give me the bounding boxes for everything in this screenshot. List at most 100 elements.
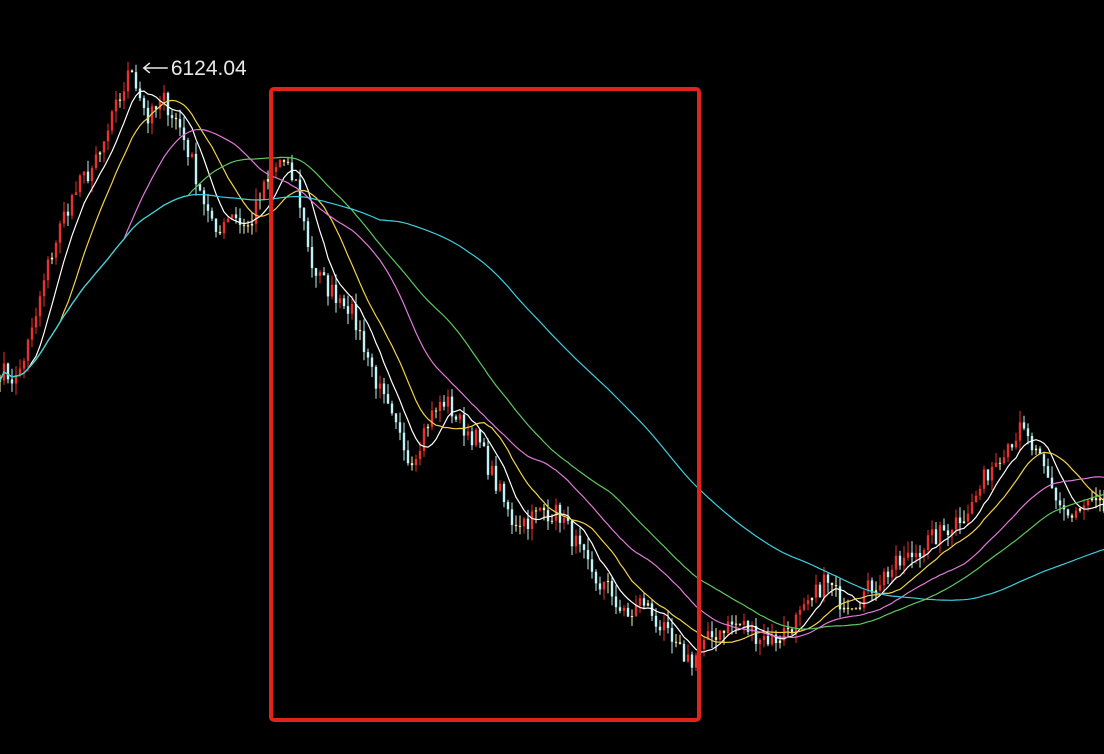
candle-body xyxy=(90,168,94,182)
candle-body xyxy=(518,525,522,527)
candle-body xyxy=(254,199,258,224)
candle-body xyxy=(222,222,226,234)
candle-body xyxy=(1070,515,1074,518)
candle-body xyxy=(778,640,782,643)
candle-body xyxy=(1050,477,1054,489)
candle-body xyxy=(882,571,886,586)
candle-body xyxy=(482,442,486,447)
candle-body xyxy=(982,469,986,489)
candle-body xyxy=(94,154,98,169)
candle-body xyxy=(354,303,358,331)
candle-body xyxy=(530,511,534,530)
candle-body xyxy=(902,557,906,566)
candle-body xyxy=(86,171,90,182)
peak-arrow-head xyxy=(142,62,151,74)
candle-body xyxy=(334,284,338,303)
candle-body xyxy=(586,550,590,560)
candle-body xyxy=(290,162,294,181)
candle-body xyxy=(214,218,218,232)
candle-body xyxy=(502,483,506,503)
candle-body xyxy=(826,574,830,583)
candle-body xyxy=(1082,505,1086,509)
candle-body xyxy=(218,231,222,234)
candle-body xyxy=(714,637,718,640)
candle-body xyxy=(846,607,850,609)
candle-body xyxy=(10,379,14,384)
candle-body xyxy=(930,529,934,536)
candle-body xyxy=(362,331,366,353)
candle-body xyxy=(110,111,114,131)
candlesticks xyxy=(0,61,1104,676)
candle-body xyxy=(118,99,122,101)
candle-body xyxy=(634,605,638,617)
candle-body xyxy=(594,571,598,584)
candle-body xyxy=(726,621,730,633)
candle-body xyxy=(854,608,858,610)
candle-body xyxy=(1026,428,1030,436)
candle-body xyxy=(430,410,434,427)
candle-body xyxy=(190,153,194,157)
candle-body xyxy=(122,91,126,101)
candle-body xyxy=(278,160,282,168)
candle-body xyxy=(842,607,846,610)
candle-body xyxy=(738,623,742,625)
candle-body xyxy=(730,621,734,625)
candle-body xyxy=(242,224,246,226)
candle-body xyxy=(670,628,674,642)
candle-body xyxy=(1086,500,1090,506)
candle-body xyxy=(1034,448,1038,451)
candle-body xyxy=(562,517,566,523)
candle-body xyxy=(250,223,254,226)
red-highlight-box xyxy=(269,87,701,722)
candle-body xyxy=(830,582,834,586)
candle-body xyxy=(994,462,998,467)
candle-body xyxy=(638,598,642,606)
candle-body xyxy=(0,380,2,382)
candle-body xyxy=(274,167,278,172)
candle-body xyxy=(802,604,806,610)
candle-body xyxy=(230,214,234,219)
candle-body xyxy=(986,469,990,481)
candle-body xyxy=(678,642,682,644)
candle-body xyxy=(910,552,914,558)
candle-body xyxy=(342,298,346,307)
ma5-line xyxy=(0,90,1104,653)
candle-body xyxy=(350,303,354,314)
candle-body xyxy=(486,446,490,475)
candle-body xyxy=(466,431,470,436)
candle-body xyxy=(170,115,174,118)
candle-body xyxy=(18,368,22,375)
candle-body xyxy=(462,414,466,436)
candle-body xyxy=(70,195,74,216)
candle-body xyxy=(310,246,314,269)
candle-body xyxy=(294,179,298,181)
candle-body xyxy=(6,363,10,380)
candle-body xyxy=(794,614,798,634)
candle-body xyxy=(1018,422,1022,441)
candle-body xyxy=(370,357,374,367)
candle-body xyxy=(866,580,870,592)
candle-body xyxy=(574,535,578,547)
candle-body xyxy=(526,518,530,530)
candle-body xyxy=(54,242,58,258)
candle-body xyxy=(646,603,650,606)
candle-body xyxy=(378,383,382,389)
ma10-line xyxy=(0,99,1104,644)
candle-body xyxy=(606,580,610,582)
candle-body xyxy=(1006,444,1010,458)
candle-body xyxy=(194,153,198,185)
candle-body xyxy=(382,383,386,395)
candle-body xyxy=(490,465,494,475)
candle-body xyxy=(134,72,138,89)
candle-body xyxy=(590,559,594,572)
candle-body xyxy=(318,272,322,276)
candle-body xyxy=(598,583,602,590)
candle-body xyxy=(302,207,306,222)
candle-body xyxy=(610,580,614,597)
candle-body xyxy=(954,517,958,530)
candle-body xyxy=(630,616,634,618)
candle-body xyxy=(874,590,878,593)
candle-body xyxy=(810,597,814,601)
candle-body xyxy=(658,626,662,631)
candle-body xyxy=(154,106,158,110)
